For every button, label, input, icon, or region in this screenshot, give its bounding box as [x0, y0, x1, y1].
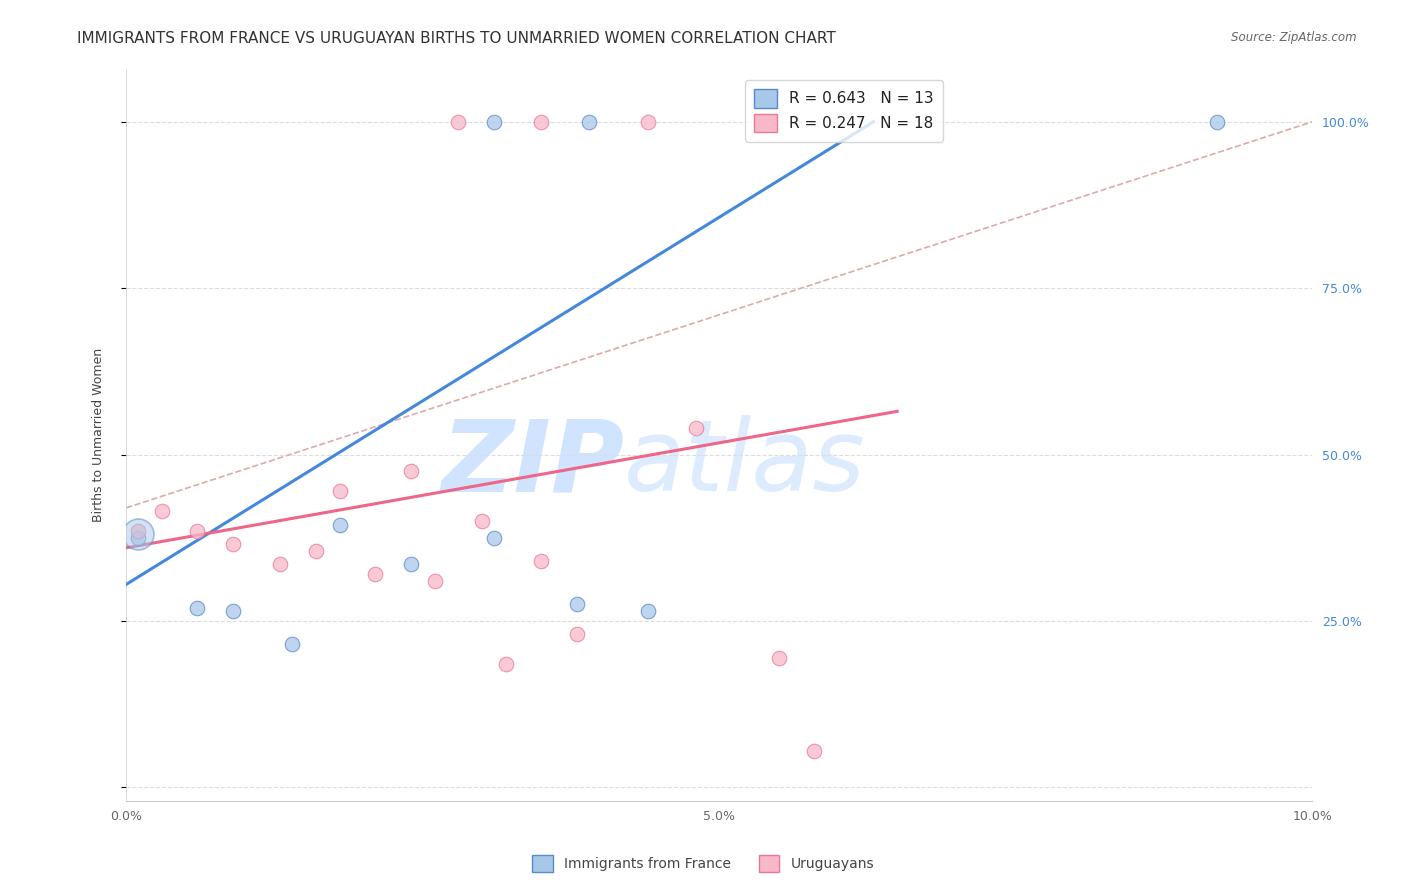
Point: [305, 544, 328, 558]
Point: [530, 115, 553, 129]
Point: [578, 115, 600, 129]
Point: [186, 600, 208, 615]
Point: [685, 421, 707, 435]
Point: [127, 527, 149, 541]
Point: [482, 531, 505, 545]
Point: [329, 484, 352, 499]
Point: [399, 558, 422, 572]
Point: [565, 598, 588, 612]
Point: [768, 650, 790, 665]
Point: [565, 627, 588, 641]
Point: [471, 514, 494, 528]
Point: [364, 567, 387, 582]
Point: [530, 554, 553, 568]
Point: [150, 504, 173, 518]
Y-axis label: Births to Unmarried Women: Births to Unmarried Women: [93, 348, 105, 522]
Point: [329, 517, 352, 532]
Point: [423, 574, 446, 588]
Point: [269, 558, 291, 572]
Text: IMMIGRANTS FROM FRANCE VS URUGUAYAN BIRTHS TO UNMARRIED WOMEN CORRELATION CHART: IMMIGRANTS FROM FRANCE VS URUGUAYAN BIRT…: [77, 31, 837, 46]
Point: [281, 637, 304, 651]
Point: [222, 537, 245, 551]
Text: Source: ZipAtlas.com: Source: ZipAtlas.com: [1232, 31, 1357, 45]
Point: [222, 604, 245, 618]
Point: [1206, 115, 1229, 129]
Point: [186, 524, 208, 538]
Point: [399, 464, 422, 478]
Point: [127, 524, 149, 538]
Point: [495, 657, 517, 672]
Point: [637, 604, 659, 618]
Point: [803, 744, 825, 758]
Text: atlas: atlas: [624, 416, 866, 512]
Legend: R = 0.643   N = 13, R = 0.247   N = 18: R = 0.643 N = 13, R = 0.247 N = 18: [745, 79, 943, 142]
Legend: Immigrants from France, Uruguayans: Immigrants from France, Uruguayans: [526, 850, 880, 878]
Point: [482, 115, 505, 129]
Text: ZIP: ZIP: [441, 416, 624, 512]
Point: [637, 115, 659, 129]
Point: [447, 115, 470, 129]
Point: [127, 531, 149, 545]
